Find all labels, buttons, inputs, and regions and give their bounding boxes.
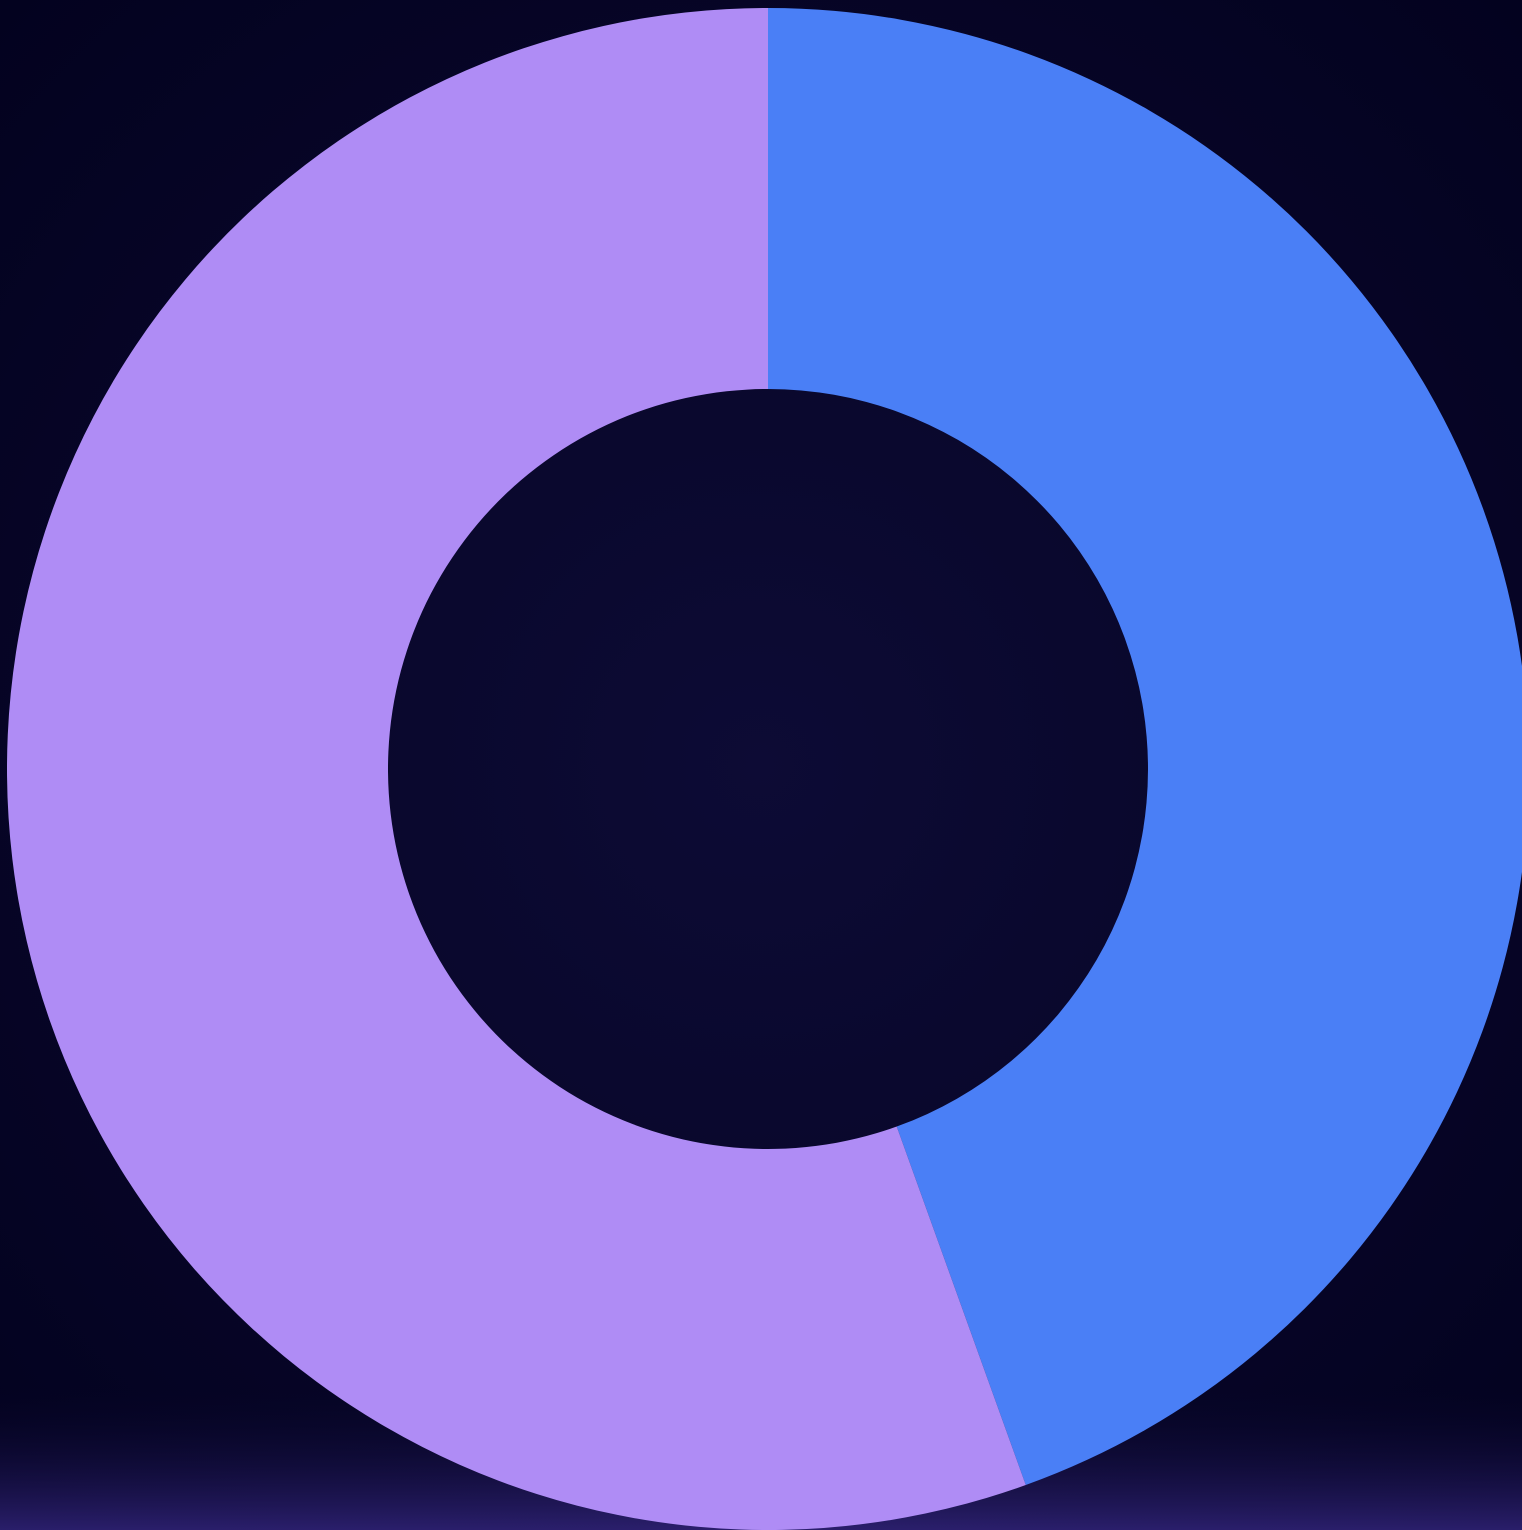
donut-slice — [768, 8, 1522, 1486]
donut — [6, 8, 1522, 1530]
donut-slice — [6, 8, 1026, 1530]
